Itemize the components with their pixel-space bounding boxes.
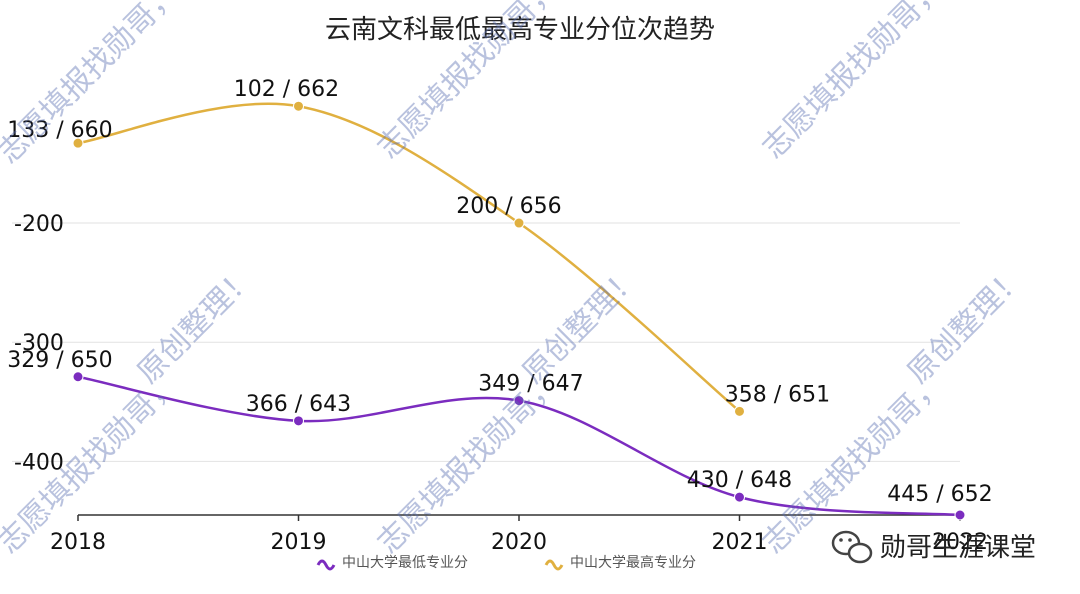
x-tick-label: 2019	[271, 530, 327, 555]
data-label: 200 / 656	[456, 194, 561, 219]
x-tick-label: 2018	[50, 530, 106, 555]
data-label: 102 / 662	[234, 77, 339, 102]
chart-title: 云南文科最低最高专业分位次趋势	[325, 15, 715, 45]
series-line	[77, 102, 741, 413]
data-label: 430 / 648	[687, 468, 792, 493]
wechat-icon	[831, 530, 873, 564]
watermark-text: 原创整理！	[131, 260, 262, 391]
data-label: 133 / 660	[7, 118, 112, 143]
watermark-text: 志愿填报找勋哥，	[756, 0, 950, 166]
data-point[interactable]	[734, 491, 745, 503]
y-tick-label: -200	[14, 212, 64, 237]
data-label: 445 / 652	[887, 482, 992, 507]
y-tick-label: -400	[14, 450, 64, 475]
legend-swatch	[544, 559, 564, 571]
data-point[interactable]	[72, 371, 84, 383]
data-label: 366 / 643	[246, 392, 351, 417]
grid	[12, 222, 960, 462]
y-axis: -200 -300 -400	[14, 212, 64, 475]
legend-swatch	[316, 559, 336, 571]
data-point[interactable]	[513, 217, 525, 229]
data-label: 349 / 647	[478, 372, 583, 397]
data-point[interactable]	[954, 509, 966, 521]
data-label: 358 / 651	[725, 382, 830, 407]
x-tick-label: 2021	[712, 530, 768, 555]
data-point[interactable]	[293, 100, 304, 112]
data-labels: 329 / 650 366 / 643 349 / 647 430 / 648 445 …	[7, 77, 992, 507]
watermarks: 志愿填报找勋哥， 志愿填报找勋哥， 志愿填报找勋哥， 原创整理！ 原创整理！ 原…	[0, 0, 1032, 561]
series-points	[72, 100, 966, 521]
data-point[interactable]	[513, 395, 525, 407]
x-tick-label: 2022	[932, 530, 988, 555]
legend-label: 中山大学最高专业分	[570, 554, 696, 571]
legend: 中山大学最低专业分 中山大学最高专业分	[316, 554, 696, 571]
legend-item-min[interactable]: 中山大学最低专业分	[316, 555, 468, 571]
legend-item-max[interactable]: 中山大学最高专业分	[544, 554, 696, 571]
x-tick-label: 2020	[491, 530, 547, 555]
legend-label: 中山大学最低专业分	[342, 555, 468, 571]
x-axis: 2018 2019 2020 2021 2022	[50, 514, 988, 555]
data-point[interactable]	[734, 405, 745, 417]
brand: 勋哥生涯课堂	[831, 530, 1036, 564]
data-point[interactable]	[293, 415, 304, 427]
data-point[interactable]	[72, 137, 84, 149]
watermark-text: 志愿填报找勋哥，	[0, 0, 185, 171]
y-tick-label: -300	[14, 331, 64, 356]
data-label: 329 / 650	[7, 348, 112, 373]
brand-text: 勋哥生涯课堂	[880, 533, 1036, 563]
